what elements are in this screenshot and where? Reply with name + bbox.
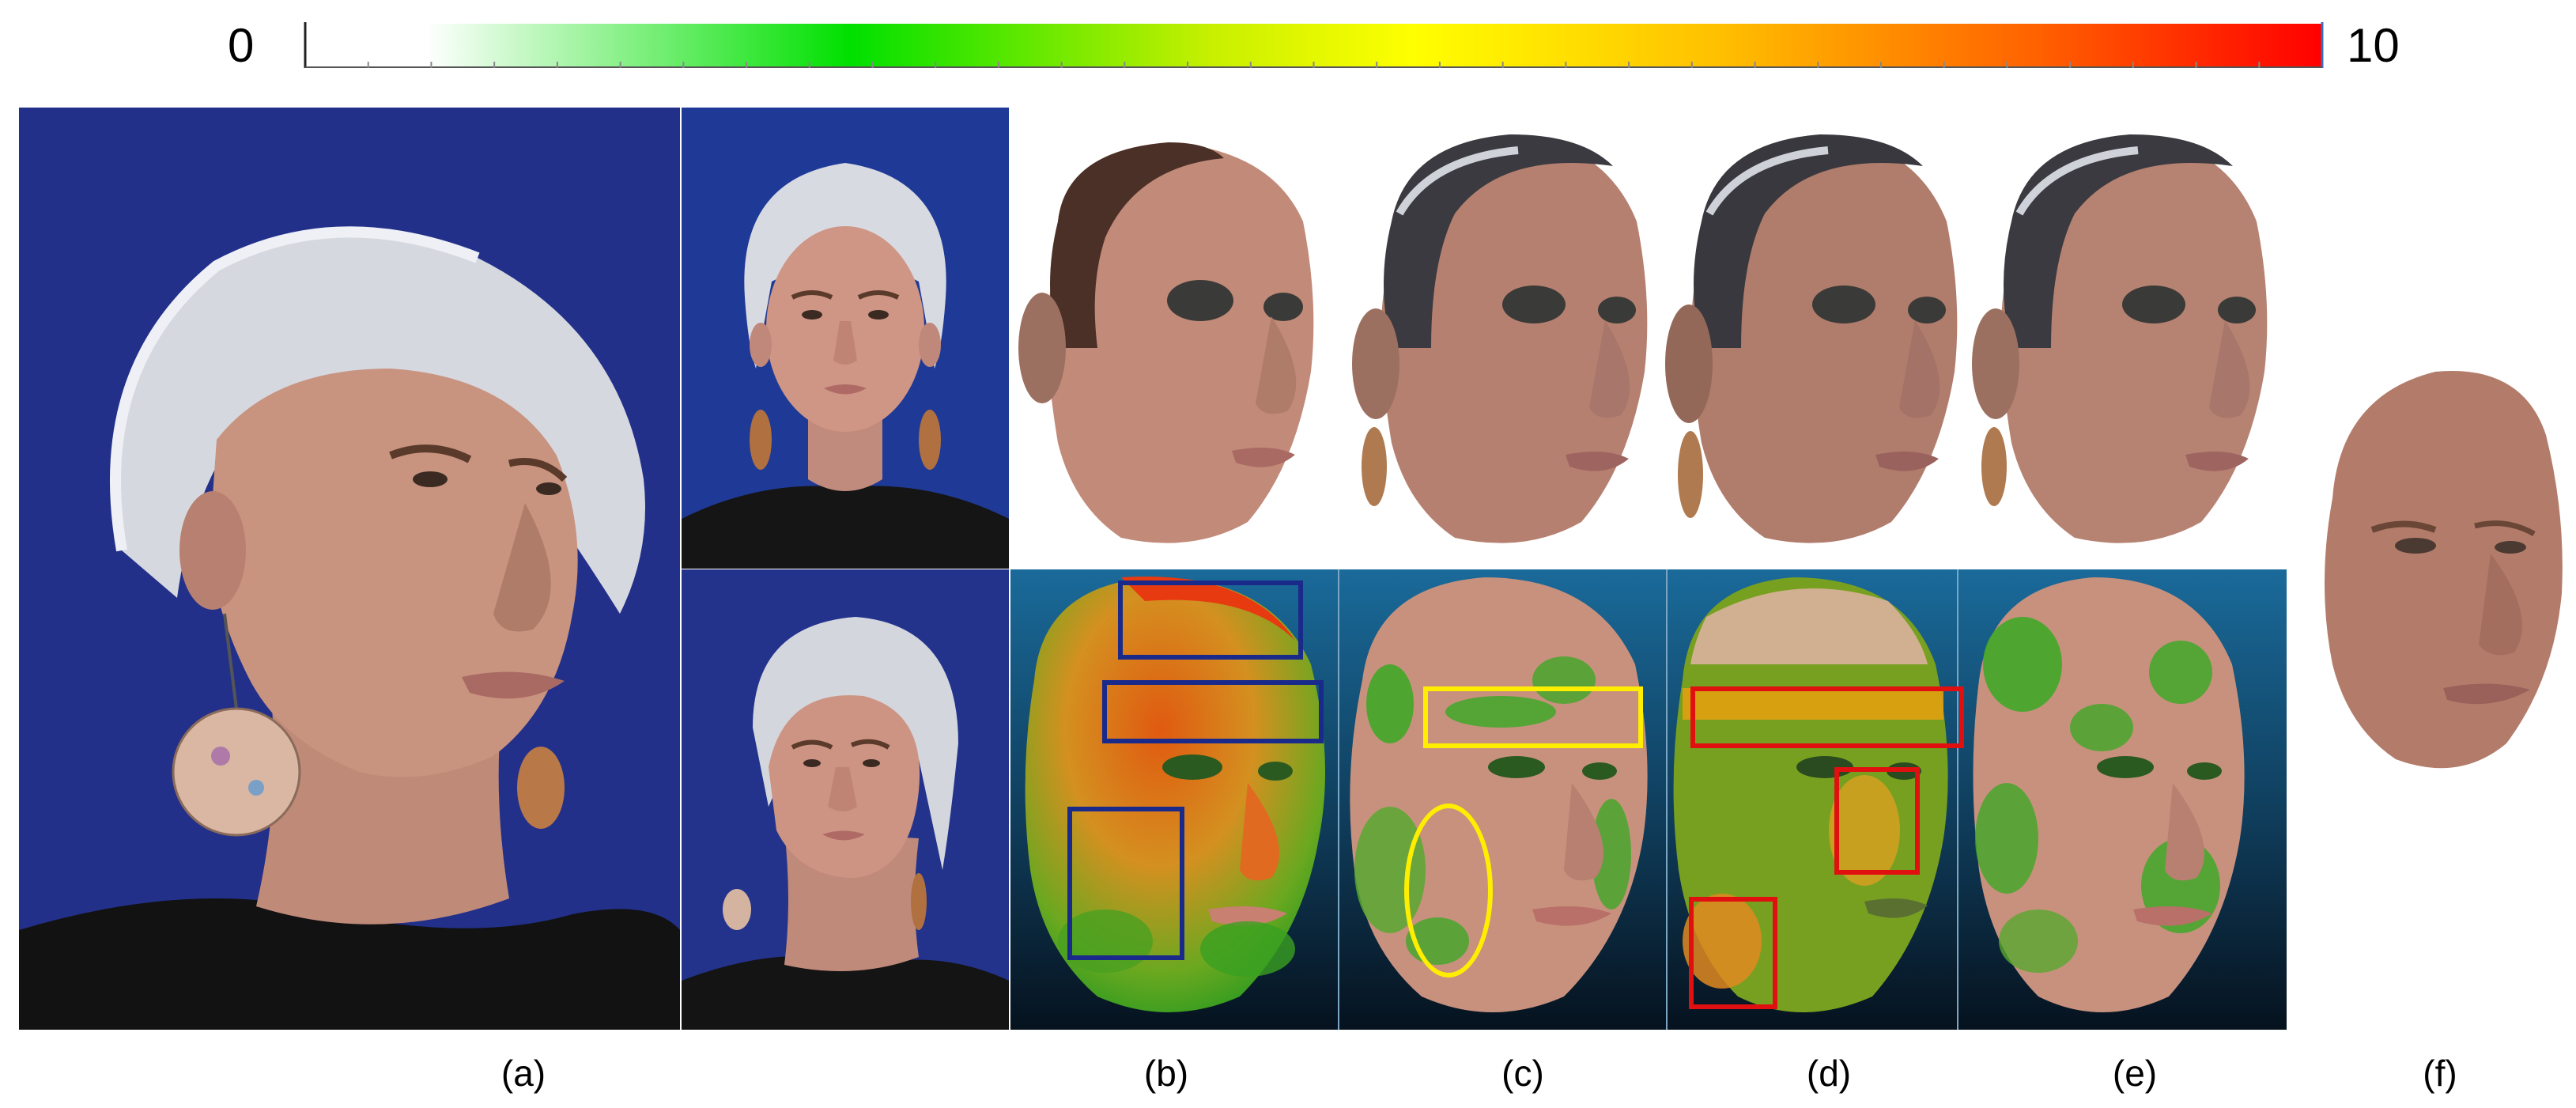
heatmap-face-e: [1973, 577, 2245, 1012]
mesh-c: [1344, 111, 1660, 554]
caption-c: (c): [1501, 1053, 1544, 1094]
colorbar: [304, 22, 2324, 70]
highlight-box-d-brow: [1690, 686, 1964, 748]
highlight-box-b-forehead-top: [1118, 580, 1303, 660]
colorbar-gradient: [305, 24, 2322, 66]
mesh-d: [1662, 111, 1962, 554]
heatmap-face-d: [1673, 577, 1948, 1012]
highlight-box-c-brow: [1423, 686, 1643, 748]
photo-large-oblique: [19, 108, 680, 1030]
caption-f: (f): [2423, 1053, 2457, 1094]
colorbar-min-label: 0: [228, 19, 255, 72]
highlight-box-d-nose: [1834, 767, 1920, 875]
photo-low-oblique: [682, 569, 1009, 1030]
highlight-box-d-jaw: [1689, 897, 1777, 1009]
highlight-box-b-brow: [1102, 680, 1324, 743]
caption-d: (d): [1806, 1053, 1852, 1094]
heatmap-face-c: [1350, 577, 1648, 1012]
highlight-ellipse-c-cheek: [1404, 804, 1493, 978]
mesh-e: [1964, 111, 2280, 554]
caption-e: (e): [2112, 1053, 2158, 1094]
heatmap-strip: [1010, 569, 2287, 1030]
mesh-b: [1010, 111, 1343, 554]
caption-a: (a): [500, 1053, 546, 1094]
photo-frontal: [682, 108, 1009, 569]
colorbar-max-label: 10: [2347, 19, 2400, 72]
highlight-box-b-cheek: [1067, 807, 1184, 960]
caption-b: (b): [1143, 1053, 1189, 1094]
ground-truth-scan: [2309, 364, 2570, 783]
colorbar-graphic: [304, 22, 2324, 68]
